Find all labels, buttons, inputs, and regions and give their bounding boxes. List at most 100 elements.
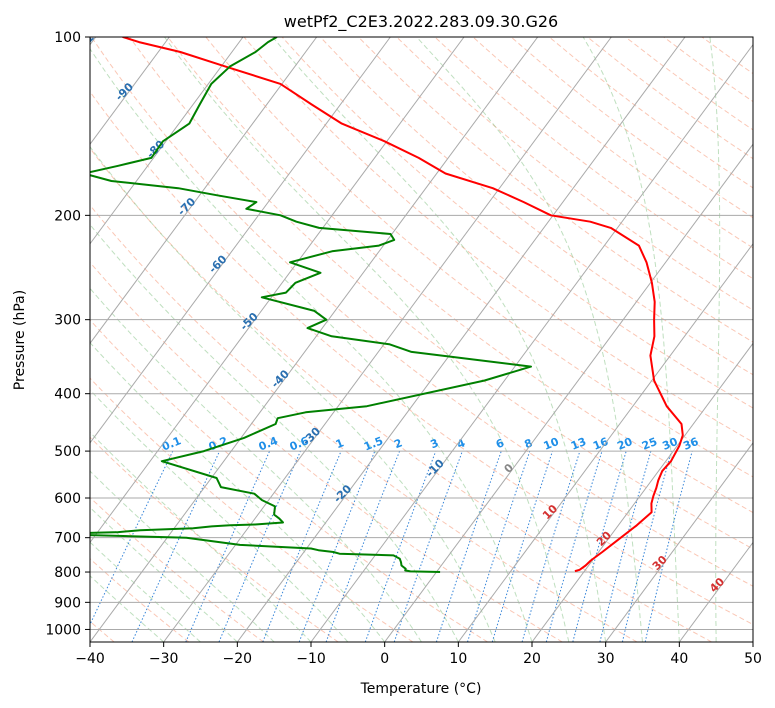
mixing-ratio-label: 36 <box>681 435 700 453</box>
moist-adiabat-line <box>90 506 238 642</box>
isotherm-line <box>90 37 539 642</box>
y-tick-label: 600 <box>54 491 81 507</box>
moist-adiabat-line <box>90 145 496 642</box>
moist-adiabat-line <box>90 223 459 642</box>
mixing-ratio-label: 8 <box>523 436 535 451</box>
isotherm-line <box>605 442 753 642</box>
mixing-ratio-label: 16 <box>591 435 610 453</box>
isotherm-line <box>310 43 753 642</box>
y-tick-label: 200 <box>54 208 81 224</box>
dry-adiabat-line <box>90 319 488 642</box>
dry-adiabat-line <box>663 37 753 103</box>
mixing-ratio-line <box>572 450 627 642</box>
isotherm-label: 30 <box>650 553 670 573</box>
x-tick-label: 40 <box>670 651 688 667</box>
y-tick-label: 700 <box>54 531 81 547</box>
mixing-ratio-label: 2 <box>392 436 404 451</box>
moist-adiabat-line <box>416 37 643 642</box>
mixing-ratio-line <box>435 450 502 642</box>
x-tick-label: −40 <box>75 651 105 667</box>
dry-adiabat-line <box>90 558 190 642</box>
isotherm-label: -90 <box>113 80 136 103</box>
x-tick-label: 10 <box>449 651 467 667</box>
dry-adiabat-line <box>90 261 563 642</box>
isotherm-line <box>90 37 170 146</box>
isotherm-label: 0 <box>502 461 517 476</box>
isotherm-label: -60 <box>206 252 229 275</box>
moist-adiabat-line <box>90 431 312 642</box>
dry-adiabat-line <box>510 37 753 219</box>
dry-adiabat-line <box>472 37 753 249</box>
mixing-ratio-line <box>393 450 463 642</box>
dry-adiabat-line <box>90 90 753 626</box>
mixing-ratio-label: 3 <box>429 436 441 451</box>
dry-adiabat-line <box>90 147 712 642</box>
isotherm-label: -40 <box>269 367 292 390</box>
dry-adiabat-line <box>90 496 264 642</box>
isotherm-label: -10 <box>424 457 447 480</box>
y-axis-label: Pressure (hPa) <box>12 290 28 390</box>
plot-frame <box>89 36 754 643</box>
dry-adiabat-line <box>358 37 753 343</box>
x-tick-label: 0 <box>380 651 389 667</box>
isotherm-label: -100 <box>79 20 108 49</box>
dry-adiabat-line <box>548 37 753 189</box>
dry-adiabat-line <box>396 37 753 311</box>
y-tick-label: 400 <box>54 387 81 403</box>
mixing-ratio-label: 10 <box>542 435 561 453</box>
moist-adiabat-line <box>164 37 570 642</box>
isotherm-line <box>531 342 753 642</box>
moist-adiabat-line <box>90 470 275 642</box>
isotherm-line <box>90 37 244 245</box>
y-tick-label: 300 <box>54 313 81 329</box>
mixing-ratio-line <box>90 450 174 626</box>
x-tick-label: −10 <box>296 651 326 667</box>
dry-adiabat-line <box>434 37 753 280</box>
moist-adiabat-line <box>90 575 165 642</box>
isotherm-label: -20 <box>331 482 354 505</box>
isotherm-line <box>90 37 465 544</box>
isotherm-line <box>457 242 753 642</box>
y-tick-label: 100 <box>54 30 81 46</box>
mixing-ratio-line <box>545 450 603 642</box>
x-axis-label: Temperature (°C) <box>360 681 482 697</box>
temperature-line <box>122 37 684 573</box>
isotherm-label: 40 <box>707 575 727 595</box>
mixing-ratio-label: 20 <box>615 435 634 453</box>
moist-adiabat-line <box>90 389 349 642</box>
isotherm-line <box>752 641 753 642</box>
moist-adiabat-line <box>90 287 422 642</box>
dry-adiabat-line <box>243 37 753 443</box>
isotherm-line <box>678 541 753 642</box>
mixing-ratio-label: 6 <box>494 436 506 451</box>
isotherm-label: -70 <box>175 195 198 218</box>
chart-title: wetPf2_C2E3.2022.283.09.30.G26 <box>284 12 558 32</box>
moist-adiabat-line <box>582 37 680 642</box>
y-tick-label: 1000 <box>45 622 81 638</box>
dry-adiabat-line <box>281 37 753 409</box>
grid-layer: 0.1 0.2 0.4 0.6 1 1.5 2 3 4 6 8 10 13 16 20 25 30 36-100-… <box>79 20 753 642</box>
x-tick-label: 30 <box>597 651 615 667</box>
mixing-ratio-line <box>364 450 437 642</box>
y-tick-label: 800 <box>54 565 81 581</box>
mixing-ratio-label: 1 <box>334 436 346 451</box>
moist-adiabat-line <box>90 47 533 642</box>
moist-adiabat-line <box>272 37 607 642</box>
dry-adiabat-line <box>167 37 753 514</box>
dry-adiabat-line <box>90 436 339 642</box>
dry-adiabat-line <box>90 204 638 642</box>
isotherm-line <box>90 37 391 444</box>
moist-adiabat-line <box>709 37 721 642</box>
series-layer <box>90 37 684 573</box>
isotherm-line <box>90 37 318 345</box>
y-tick-label: 900 <box>54 595 81 611</box>
isotherm-line <box>163 37 612 642</box>
x-tick-label: −20 <box>223 651 253 667</box>
isotherm-label: 10 <box>540 502 560 522</box>
x-tick-label: 20 <box>523 651 541 667</box>
mixing-ratio-label: 13 <box>569 435 588 453</box>
dewpoint-line <box>90 37 532 573</box>
y-tick-label: 500 <box>54 444 81 460</box>
